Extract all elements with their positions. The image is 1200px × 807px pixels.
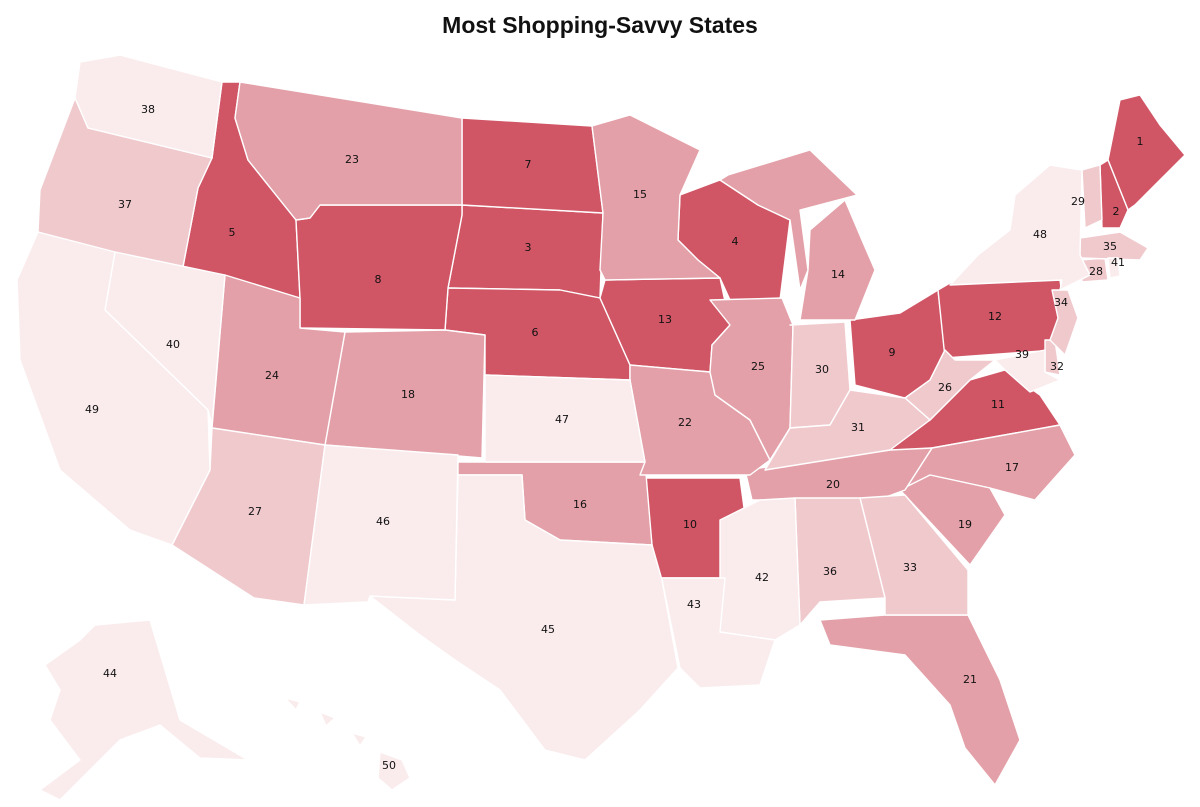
rank-label-mi: 14 <box>831 268 845 281</box>
rank-label-mn: 15 <box>633 188 647 201</box>
rank-label-ne: 6 <box>532 326 539 339</box>
rank-label-ga: 33 <box>903 561 917 574</box>
state-mn <box>591 114 721 281</box>
rank-label-wy: 8 <box>375 273 382 286</box>
rank-label-ia: 13 <box>658 313 672 326</box>
state-shapes <box>16 54 1186 801</box>
rank-label-mt: 23 <box>345 153 359 166</box>
state-me <box>1107 94 1186 211</box>
rank-label-wi: 4 <box>732 235 739 248</box>
rank-label-or: 37 <box>118 198 132 211</box>
rank-label-oh: 9 <box>889 346 896 359</box>
rank-label-pa: 12 <box>988 310 1002 323</box>
map-title: Most Shopping-Savvy States <box>442 12 758 38</box>
state-mt <box>234 81 463 221</box>
rank-label-de: 32 <box>1050 360 1064 373</box>
rank-label-ct: 28 <box>1089 265 1103 278</box>
state-ny <box>949 164 1091 291</box>
rank-label-me: 1 <box>1137 135 1144 148</box>
rank-label-nd: 7 <box>525 158 532 171</box>
rank-label-nh: 2 <box>1113 205 1120 218</box>
rank-label-tx: 45 <box>541 623 555 636</box>
state-sc <box>899 474 1006 566</box>
rank-label-ut: 24 <box>265 369 279 382</box>
state-wa <box>74 54 223 159</box>
state-mi <box>719 149 876 321</box>
rank-label-il: 25 <box>751 360 765 373</box>
rank-label-fl: 21 <box>963 673 977 686</box>
state-ky <box>764 389 931 471</box>
rank-label-nv: 40 <box>166 338 180 351</box>
state-wy <box>295 204 463 331</box>
rank-label-az: 27 <box>248 505 262 518</box>
state-md <box>994 349 1061 393</box>
rank-label-nj: 34 <box>1054 296 1068 309</box>
rank-label-la: 43 <box>687 598 701 611</box>
rank-label-tn: 20 <box>826 478 840 491</box>
rank-label-mo: 22 <box>678 416 692 429</box>
state-nd <box>461 117 604 214</box>
rank-label-wv: 26 <box>938 381 952 394</box>
rank-label-hi: 50 <box>382 759 396 772</box>
rank-label-md: 39 <box>1015 348 1029 361</box>
state-nj <box>1049 289 1079 356</box>
rank-label-sc: 19 <box>958 518 972 531</box>
state-ca <box>16 231 211 546</box>
rank-label-ny: 48 <box>1033 228 1047 241</box>
rank-label-nc: 17 <box>1005 461 1019 474</box>
rank-label-ar: 10 <box>683 518 697 531</box>
state-fl <box>819 614 1021 786</box>
state-vt <box>1081 164 1103 229</box>
rank-label-ok: 16 <box>573 498 587 511</box>
state-nm <box>303 444 459 606</box>
rank-label-ky: 31 <box>851 421 865 434</box>
rank-label-va: 11 <box>991 398 1005 411</box>
state-il <box>709 297 794 461</box>
rank-label-ri: 41 <box>1111 256 1125 269</box>
state-tx <box>369 474 679 761</box>
rank-label-ms: 42 <box>755 571 769 584</box>
rank-label-nm: 46 <box>376 515 390 528</box>
rank-label-al: 36 <box>823 565 837 578</box>
rank-label-in: 30 <box>815 363 829 376</box>
rank-label-sd: 3 <box>525 241 532 254</box>
state-wv <box>904 349 996 421</box>
state-ms <box>719 497 801 641</box>
state-ks <box>484 374 646 463</box>
state-labels: 123 4567891011121314151617181920212223242… <box>85 103 1144 772</box>
rank-label-ks: 47 <box>555 413 569 426</box>
state-hi <box>284 697 411 791</box>
rank-label-id: 5 <box>229 226 236 239</box>
rank-label-wa: 38 <box>141 103 155 116</box>
state-ri <box>1107 257 1121 279</box>
rank-label-ak: 44 <box>103 667 117 680</box>
state-ak <box>39 619 249 801</box>
rank-label-co: 18 <box>401 388 415 401</box>
rank-label-vt: 29 <box>1071 195 1085 208</box>
rank-label-ca: 49 <box>85 403 99 416</box>
rank-label-ma: 35 <box>1103 240 1117 253</box>
